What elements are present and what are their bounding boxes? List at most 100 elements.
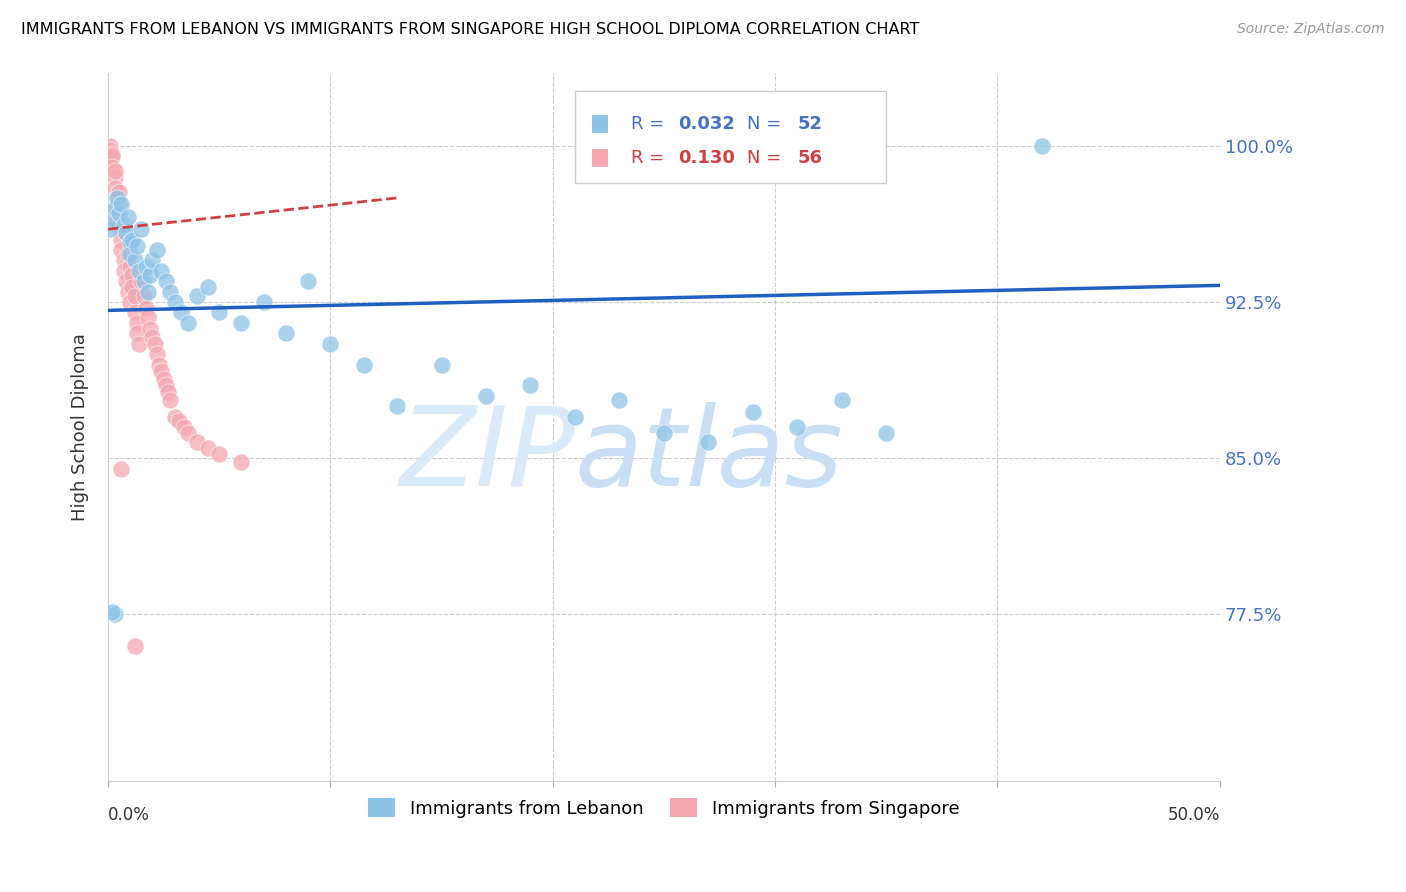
Point: [231, 455, 253, 469]
Point: [120, 260, 142, 274]
Point: [135, 301, 157, 316]
Text: ZIP: ZIP: [399, 401, 575, 508]
Point: [112, 253, 135, 268]
Point: [120, 295, 142, 310]
Point: [741, 405, 763, 419]
Point: [101, 160, 124, 174]
Text: atlas: atlas: [575, 401, 844, 508]
Point: [121, 268, 143, 282]
Point: [112, 218, 135, 232]
Point: [121, 280, 143, 294]
Legend: Immigrants from Lebanon, Immigrants from Singapore: Immigrants from Lebanon, Immigrants from…: [361, 791, 967, 825]
FancyBboxPatch shape: [575, 91, 886, 183]
Point: [167, 414, 190, 428]
Point: [105, 191, 128, 205]
Point: [146, 347, 169, 361]
Text: R =: R =: [630, 149, 669, 167]
Point: [121, 233, 143, 247]
Point: [120, 247, 142, 261]
Text: 0.0%: 0.0%: [108, 806, 150, 824]
Point: [141, 253, 163, 268]
Point: [125, 316, 148, 330]
Text: 56: 56: [797, 149, 823, 167]
Point: [875, 426, 897, 441]
Point: [197, 280, 219, 294]
Point: [105, 202, 128, 216]
Point: [831, 392, 853, 407]
Point: [177, 316, 200, 330]
Point: [108, 197, 131, 211]
Point: [108, 205, 131, 219]
Point: [114, 227, 136, 241]
Point: [117, 285, 139, 299]
Point: [104, 202, 127, 216]
Point: [136, 310, 159, 324]
Point: [155, 378, 177, 392]
Point: [353, 358, 375, 372]
Point: [564, 409, 586, 424]
Point: [110, 233, 132, 247]
Point: [159, 392, 181, 407]
Y-axis label: High School Diploma: High School Diploma: [72, 333, 89, 521]
Point: [146, 243, 169, 257]
Point: [1031, 139, 1053, 153]
Text: N =: N =: [747, 115, 787, 133]
Text: 0.130: 0.130: [678, 149, 735, 167]
Text: N =: N =: [747, 149, 787, 167]
Point: [136, 285, 159, 299]
Point: [652, 426, 675, 441]
Point: [173, 420, 195, 434]
Point: [101, 147, 124, 161]
Point: [186, 434, 208, 449]
Point: [98, 139, 121, 153]
Point: [101, 149, 124, 163]
Point: [159, 285, 181, 299]
Point: [105, 211, 128, 226]
Point: [152, 372, 174, 386]
Point: [430, 358, 453, 372]
Point: [124, 305, 146, 319]
Point: [104, 180, 127, 194]
Point: [148, 358, 170, 372]
Point: [120, 235, 142, 249]
Point: [101, 211, 124, 226]
Point: [163, 295, 186, 310]
Point: [124, 253, 146, 268]
Point: [197, 441, 219, 455]
Point: [117, 247, 139, 261]
Point: [114, 274, 136, 288]
Point: [131, 222, 153, 236]
Point: [110, 461, 132, 475]
Point: [135, 260, 157, 274]
Point: [274, 326, 297, 341]
Point: [104, 607, 127, 622]
Point: [132, 274, 155, 288]
Point: [104, 170, 127, 185]
Point: [475, 389, 498, 403]
Text: IMMIGRANTS FROM LEBANON VS IMMIGRANTS FROM SINGAPORE HIGH SCHOOL DIPLOMA CORRELA: IMMIGRANTS FROM LEBANON VS IMMIGRANTS FR…: [21, 22, 920, 37]
Point: [208, 305, 231, 319]
Point: [253, 295, 276, 310]
Point: [110, 243, 132, 257]
Point: [125, 326, 148, 341]
Point: [98, 143, 121, 157]
Point: [319, 336, 342, 351]
Point: [157, 384, 180, 399]
Text: 50.0%: 50.0%: [1167, 806, 1220, 824]
Point: [155, 274, 177, 288]
Point: [231, 316, 253, 330]
Text: 0.032: 0.032: [678, 115, 735, 133]
Point: [124, 289, 146, 303]
Point: [108, 185, 131, 199]
Point: [108, 205, 131, 219]
Point: [110, 197, 132, 211]
Point: [141, 330, 163, 344]
Point: [150, 364, 173, 378]
Point: [124, 639, 146, 653]
Point: [98, 222, 121, 236]
Point: [786, 420, 808, 434]
Point: [697, 434, 720, 449]
Point: [105, 191, 128, 205]
Point: [104, 164, 127, 178]
Point: [143, 336, 166, 351]
